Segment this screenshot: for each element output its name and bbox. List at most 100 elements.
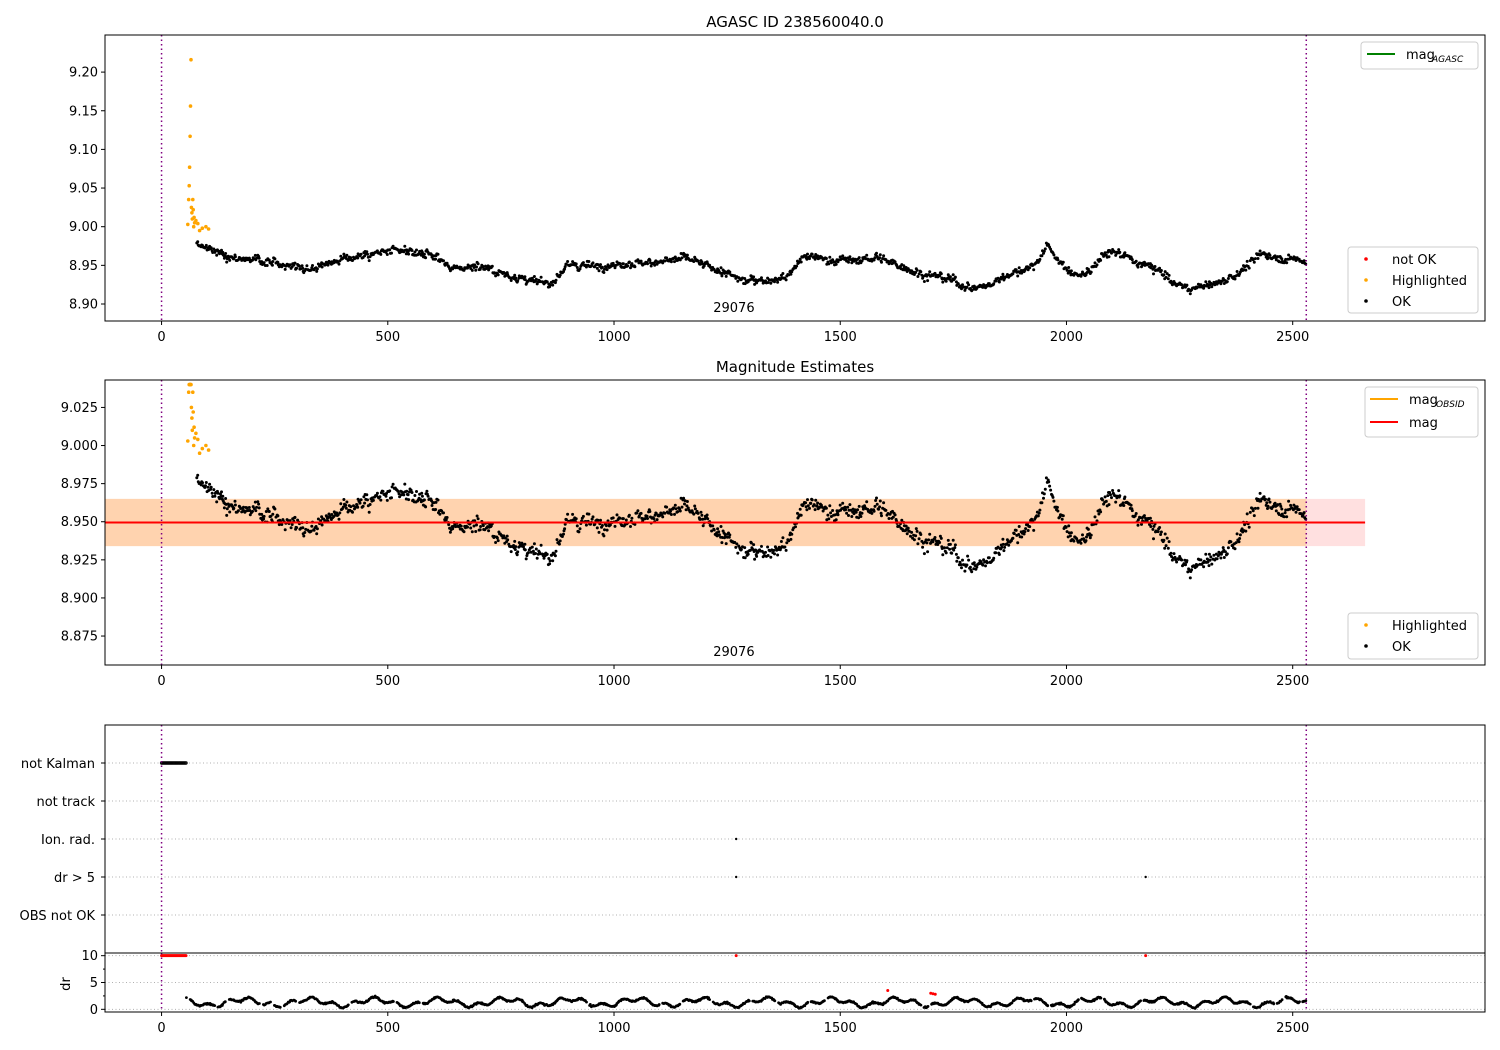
ok-point — [953, 275, 957, 279]
dr-point — [678, 1002, 682, 1006]
ok-point — [315, 267, 319, 271]
ok-point — [805, 508, 809, 512]
not-ok-point — [886, 989, 890, 993]
ok-point — [673, 503, 677, 507]
ok-point — [514, 545, 518, 549]
ok-point — [251, 509, 254, 513]
x-tick-label: 0 — [157, 1021, 165, 1036]
ok-point — [320, 265, 324, 269]
ok-point — [1099, 510, 1103, 514]
ok-point — [844, 508, 848, 512]
ok-point — [371, 498, 375, 502]
ok-point — [597, 530, 601, 534]
x-tick-label: 1000 — [597, 1021, 630, 1036]
ok-point — [1017, 266, 1021, 270]
ok-point — [728, 533, 732, 537]
ok-point — [451, 525, 455, 528]
ok-point — [1244, 529, 1248, 533]
ok-point — [575, 266, 579, 269]
ok-point — [1047, 480, 1051, 484]
ok-point — [1117, 248, 1121, 252]
ok-point — [225, 513, 229, 517]
ok-point — [948, 275, 952, 279]
ok-point — [1017, 533, 1021, 536]
ok-point — [314, 525, 318, 528]
ok-point — [215, 500, 219, 504]
ok-point — [961, 558, 964, 562]
ok-point — [1032, 268, 1036, 272]
ok-point — [776, 553, 780, 557]
ok-point — [560, 535, 564, 538]
ok-point — [476, 262, 480, 266]
x-tick-label: 1500 — [824, 674, 857, 689]
legend-marker — [1364, 278, 1368, 282]
ok-point — [422, 252, 426, 256]
ok-point — [526, 551, 530, 555]
ok-point — [363, 501, 367, 505]
ok-point — [963, 569, 967, 573]
ok-point — [236, 509, 240, 513]
ok-point — [1167, 273, 1171, 277]
ok-point — [530, 545, 534, 549]
ok-point — [1038, 257, 1042, 261]
ok-point — [595, 266, 599, 270]
ok-point — [636, 509, 640, 513]
ok-point — [766, 281, 770, 284]
ok-point — [199, 483, 203, 487]
ok-point — [984, 564, 987, 568]
ok-point — [857, 504, 861, 508]
dr-point — [294, 999, 297, 1003]
ok-point — [1001, 272, 1005, 276]
ok-point — [959, 563, 963, 567]
ok-point — [728, 270, 732, 274]
ok-point — [1068, 534, 1072, 538]
ok-point — [1295, 505, 1299, 509]
ok-point — [266, 507, 270, 511]
ok-point — [1283, 511, 1287, 515]
ok-point — [420, 494, 424, 498]
ok-point — [985, 284, 989, 288]
ok-point — [300, 264, 304, 268]
ok-point — [927, 538, 931, 542]
ok-point — [532, 542, 536, 546]
ok-point — [475, 514, 479, 518]
dr-point — [213, 1004, 217, 1007]
ok-point — [597, 269, 601, 273]
ok-point — [301, 266, 305, 270]
ok-point — [365, 250, 369, 254]
ok-point — [516, 550, 520, 554]
ok-point — [534, 547, 538, 551]
legend-label: Highlighted — [1392, 619, 1467, 634]
legend-label: Highlighted — [1392, 274, 1467, 289]
ok-point — [924, 538, 928, 542]
ok-point — [502, 534, 506, 538]
ok-point — [1233, 277, 1237, 281]
ok-point — [798, 257, 802, 261]
dr-point — [1010, 1001, 1014, 1005]
y-tick-label: 9.000 — [61, 439, 98, 454]
ok-point — [987, 556, 991, 560]
ok-point — [206, 485, 210, 489]
ok-point — [506, 538, 510, 542]
dr-point — [1139, 999, 1142, 1003]
ok-point — [276, 514, 280, 518]
ok-point — [748, 548, 752, 552]
ok-point — [400, 493, 403, 497]
ok-point — [1180, 558, 1184, 562]
highlighted-point — [191, 197, 195, 202]
ok-point — [470, 530, 474, 534]
ok-point — [513, 539, 517, 543]
ok-point — [910, 530, 914, 534]
ok-point — [293, 261, 297, 265]
ok-point — [854, 510, 858, 514]
ok-point — [906, 526, 910, 530]
ok-point — [639, 511, 643, 515]
ok-point — [553, 281, 557, 285]
ok-point — [919, 270, 923, 274]
ok-point — [413, 494, 417, 497]
legend-box — [1347, 612, 1479, 660]
ok-point — [319, 519, 323, 523]
ok-point — [253, 500, 257, 504]
ok-point — [224, 252, 228, 255]
ok-point — [1212, 553, 1216, 557]
